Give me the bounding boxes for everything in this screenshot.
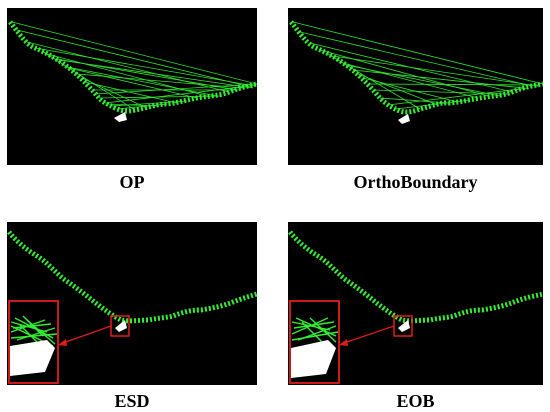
panel-orthoboundary: [288, 8, 543, 165]
eob-object: [398, 320, 410, 332]
caption-op: OP: [119, 172, 145, 192]
caption-orthoboundary: OrthoBoundary: [353, 172, 478, 192]
eob-arrow: [339, 325, 395, 346]
caption-eob: EOB: [396, 391, 435, 411]
esd-visualization: [7, 230, 257, 384]
esd-inset: [8, 300, 59, 384]
op-visualization: [8, 20, 257, 122]
eob-contour: [288, 230, 543, 324]
esd-object: [115, 320, 127, 332]
eob-inset: [289, 300, 340, 384]
panel-esd: [7, 222, 257, 385]
esd-contour: [7, 230, 257, 324]
panel-op: [7, 8, 257, 165]
orthoboundary-object: [398, 114, 410, 124]
caption-esd: ESD: [114, 391, 150, 411]
orthoboundary-contour: [289, 20, 543, 115]
esd-arrow: [58, 325, 112, 346]
eob-visualization: [288, 230, 543, 384]
panel-eob: [288, 222, 543, 385]
op-object: [114, 112, 127, 122]
orthoboundary-visualization: [289, 20, 543, 124]
